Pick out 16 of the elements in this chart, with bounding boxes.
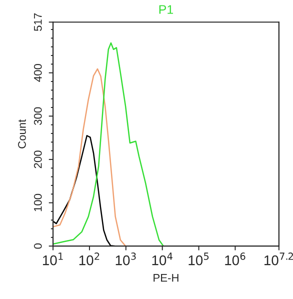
x-tick-label: 10$^{2}$ xyxy=(79,252,100,266)
x-tick-label: 10$^{7.2}$ xyxy=(264,252,293,266)
y-tick-label: 517 xyxy=(34,13,42,31)
y-tick-label: 0 xyxy=(34,243,42,249)
x-tick-label: 10$^{5}$ xyxy=(188,252,209,266)
y-axis-title: Count xyxy=(18,119,26,148)
x-tick-label: 10$^{4}$ xyxy=(152,252,172,266)
y-tick-label: 200 xyxy=(34,150,42,168)
y-tick-label: 100 xyxy=(34,194,42,212)
x-axis-title: PE-H xyxy=(154,274,178,282)
x-tick-label: 10$^{6}$ xyxy=(225,252,246,266)
chart-title: P1 xyxy=(159,5,174,14)
x-tick-label: 10$^{3}$ xyxy=(116,252,136,266)
x-tick-label: 10$^{1}$ xyxy=(42,252,63,266)
y-tick-label: 400 xyxy=(34,64,42,82)
y-tick-label: 300 xyxy=(34,107,42,125)
